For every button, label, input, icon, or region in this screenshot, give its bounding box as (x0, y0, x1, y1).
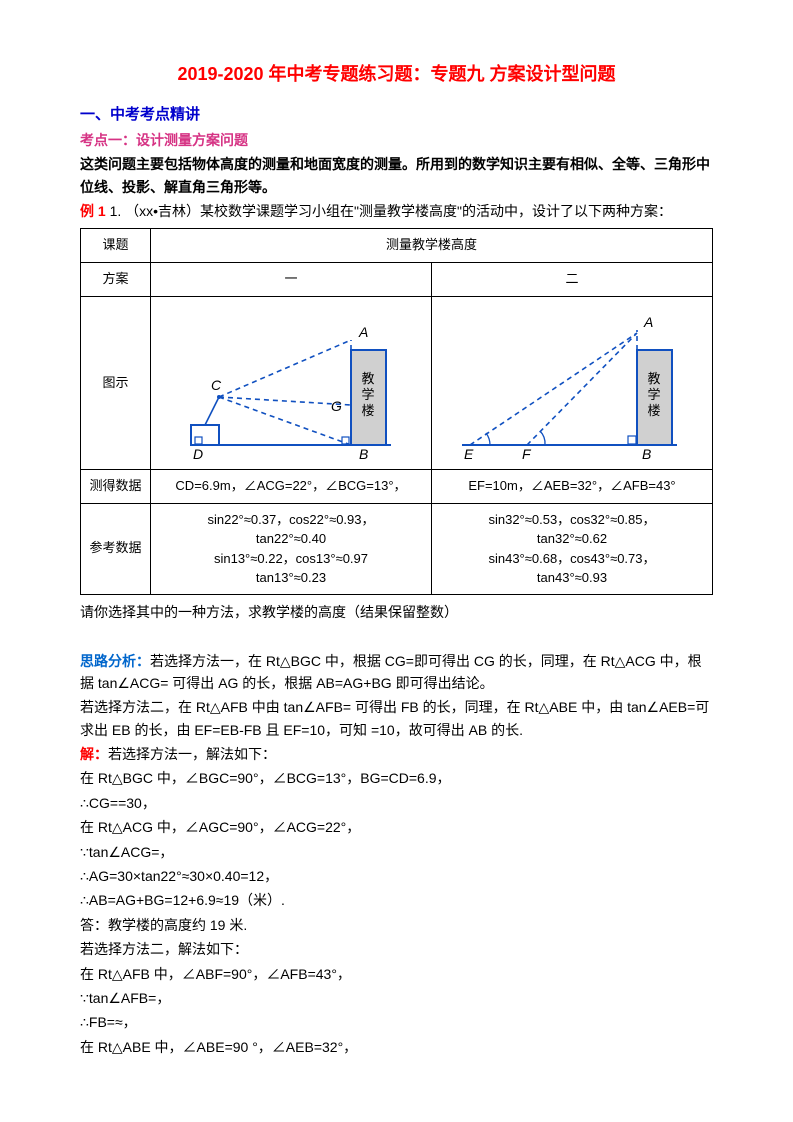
intro-paragraph: 这类问题主要包括物体高度的测量和地面宽度的测量。所用到的数学知识主要有相似、全等… (80, 153, 713, 198)
analysis-label: 思路分析： (80, 653, 150, 669)
ref2-c: sin43°≈0.68，cos43°≈0.73， (488, 551, 655, 566)
svg-text:B: B (359, 446, 368, 460)
topic-heading: 考点一：设计测量方案问题 (80, 129, 713, 151)
svg-text:B: B (642, 446, 651, 460)
cell-fig-h: 图示 (81, 296, 151, 469)
svg-text:F: F (522, 446, 532, 460)
solve-line-7: ∴AB=AG+BG=12+6.9≈19（米）. (80, 889, 713, 911)
cell-ref-2: sin32°≈0.53，cos32°≈0.85， tan32°≈0.62 sin… (431, 503, 712, 594)
cell-measure-2: EF=10m，∠AEB=32°，∠AFB=43° (431, 469, 712, 503)
svg-text:学: 学 (361, 387, 374, 402)
analysis-line-2: 若选择方法二，在 Rt△AFB 中由 tan∠AFB= 可得出 FB 的长，同理… (80, 696, 713, 741)
example-text: 1. （xx•吉林）某校数学课题学习小组在"测量教学楼高度"的活动中，设计了以下… (110, 203, 672, 219)
svg-text:A: A (358, 324, 368, 340)
solve-label: 解： (80, 746, 108, 762)
svg-text:楼: 楼 (647, 403, 660, 418)
ref1-a: sin22°≈0.37，cos22°≈0.93， (207, 512, 374, 527)
solve-line-6: ∴AG=30×tan22°≈30×0.40=12， (80, 865, 713, 887)
solve-line-4: 在 Rt△ACG 中，∠AGC=90°，∠ACG=22°， (80, 816, 713, 838)
solve-line-2: 在 Rt△BGC 中，∠BGC=90°，∠BCG=13°，BG=CD=6.9， (80, 767, 713, 789)
ref1-d: tan13°≈0.23 (256, 570, 326, 585)
solve-line-13: 在 Rt△ABE 中，∠ABE=90 °，∠AEB=32°， (80, 1036, 713, 1058)
ref2-a: sin32°≈0.53，cos32°≈0.85， (488, 512, 655, 527)
ref2-d: tan43°≈0.93 (537, 570, 607, 585)
example-line: 例 1 1. （xx•吉林）某校数学课题学习小组在"测量教学楼高度"的活动中，设… (80, 200, 713, 222)
cell-plan-2: 二 (431, 263, 712, 297)
section-heading: 一、中考考点精讲 (80, 103, 713, 127)
analysis-text-1: 若选择方法一，在 Rt△BGC 中，根据 CG=即可得出 CG 的长，同理，在 … (80, 653, 702, 691)
solve-text-1: 若选择方法一，解法如下： (108, 746, 276, 762)
cell-plan-1: 一 (151, 263, 432, 297)
solve-line-3: ∴CG==30， (80, 792, 713, 814)
ref1-b: tan22°≈0.40 (256, 531, 326, 546)
example-label: 例 1 (80, 203, 106, 219)
page-title: 2019-2020 年中考专题练习题：专题九 方案设计型问题 (80, 60, 713, 89)
svg-text:A: A (643, 314, 653, 330)
svg-text:教: 教 (361, 371, 374, 386)
solve-line-10: 在 Rt△AFB 中，∠ABF=90°，∠AFB=43°， (80, 963, 713, 985)
solve-line-1: 解：若选择方法一，解法如下： (80, 743, 713, 765)
diagram-1: 教 学 楼 A B C D G (151, 296, 432, 469)
cell-topic-h: 课题 (81, 229, 151, 263)
after-table-text: 请你选择其中的一种方法，求教学楼的高度（结果保留整数） (80, 601, 713, 623)
solve-line-5: ∵tan∠ACG=， (80, 841, 713, 863)
ref1-c: sin13°≈0.22，cos13°≈0.97 (214, 551, 368, 566)
plan-table: 课题 测量教学楼高度 方案 一 二 图示 教 学 楼 A (80, 228, 713, 594)
solve-line-12: ∴FB=≈， (80, 1011, 713, 1033)
cell-topic-val: 测量教学楼高度 (151, 229, 713, 263)
svg-text:D: D (193, 446, 203, 460)
cell-measure-1: CD=6.9m，∠ACG=22°，∠BCG=13°， (151, 469, 432, 503)
svg-text:楼: 楼 (361, 403, 374, 418)
cell-plan-h: 方案 (81, 263, 151, 297)
svg-text:E: E (464, 446, 474, 460)
cell-measure-h: 测得数据 (81, 469, 151, 503)
cell-ref-h: 参考数据 (81, 503, 151, 594)
solve-line-9: 若选择方法二，解法如下： (80, 938, 713, 960)
svg-text:G: G (331, 398, 342, 414)
svg-text:教: 教 (647, 371, 660, 386)
diagram-2: 教 学 楼 A B E F (431, 296, 712, 469)
ref2-b: tan32°≈0.62 (537, 531, 607, 546)
analysis-line-1: 思路分析：若选择方法一，在 Rt△BGC 中，根据 CG=即可得出 CG 的长，… (80, 650, 713, 695)
svg-text:C: C (211, 377, 222, 393)
solve-line-8: 答：教学楼的高度约 19 米. (80, 914, 713, 936)
solve-line-11: ∵tan∠AFB=， (80, 987, 713, 1009)
cell-ref-1: sin22°≈0.37，cos22°≈0.93， tan22°≈0.40 sin… (151, 503, 432, 594)
svg-text:学: 学 (647, 387, 660, 402)
